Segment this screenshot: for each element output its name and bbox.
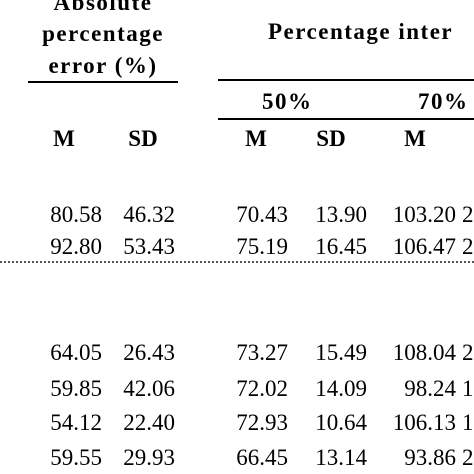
- cell-abs-m: 64.05: [50, 340, 102, 365]
- cell-abs-m: 54.12: [50, 410, 102, 435]
- cell-50-sd: 13.14: [315, 445, 367, 470]
- subheader-70: 70%: [418, 89, 469, 114]
- cell-70-m: 106.47: [392, 234, 456, 259]
- cell-50-m: 66.45: [236, 445, 288, 470]
- abs-error-header-line1: Absolute: [53, 0, 153, 15]
- cell-70-sd-cut: 1: [462, 410, 474, 435]
- col-m-50: M: [245, 126, 267, 151]
- cell-70-sd-cut: 2: [462, 445, 474, 470]
- cell-abs-m: 80.58: [50, 202, 102, 227]
- cell-70-m: 98.24: [404, 376, 456, 401]
- cell-50-sd: 13.90: [315, 202, 367, 227]
- cell-70-m: 108.04: [392, 340, 456, 365]
- col-sd-abs: SD: [128, 126, 158, 151]
- col-sd-50: SD: [316, 126, 346, 151]
- abs-error-header-line3: error (%): [48, 53, 158, 78]
- cell-50-m: 73.27: [236, 340, 288, 365]
- cell-abs-sd: 42.06: [123, 376, 175, 401]
- cell-50-m: 72.93: [236, 410, 288, 435]
- cell-50-m: 72.02: [236, 376, 288, 401]
- cell-50-sd: 16.45: [315, 234, 367, 259]
- cell-abs-m: 92.80: [50, 234, 102, 259]
- cell-abs-sd: 22.40: [123, 410, 175, 435]
- cell-50-m: 70.43: [236, 202, 288, 227]
- abs-error-header-line2: percentage: [42, 21, 164, 46]
- cell-50-m: 75.19: [236, 234, 288, 259]
- cell-70-m: 103.20: [392, 202, 456, 227]
- cell-70-sd-cut: 2: [462, 340, 474, 365]
- percentage-interval-header: Percentage inter: [268, 19, 454, 44]
- abs-error-underline: [28, 81, 178, 83]
- cell-70-m: 93.86: [404, 445, 456, 470]
- col-m-abs: M: [53, 126, 75, 151]
- cell-abs-m: 59.85: [50, 376, 102, 401]
- cell-50-sd: 15.49: [315, 340, 367, 365]
- cell-abs-sd: 26.43: [123, 340, 175, 365]
- cell-70-sd-cut: 2: [462, 202, 474, 227]
- cell-70-m: 106.13: [392, 410, 456, 435]
- subheader-underline: [218, 118, 474, 120]
- percentage-interval-underline: [218, 79, 474, 81]
- cell-abs-sd: 53.43: [123, 234, 175, 259]
- cell-50-sd: 10.64: [315, 410, 367, 435]
- cell-70-sd-cut: 1: [462, 376, 474, 401]
- cell-abs-sd: 29.93: [123, 445, 175, 470]
- subheader-50: 50%: [262, 89, 313, 114]
- cell-50-sd: 14.09: [315, 376, 367, 401]
- cell-70-sd-cut: 2: [462, 234, 474, 259]
- section-divider: [0, 261, 474, 263]
- cell-abs-m: 59.55: [50, 445, 102, 470]
- col-m-70: M: [404, 126, 426, 151]
- cell-abs-sd: 46.32: [123, 202, 175, 227]
